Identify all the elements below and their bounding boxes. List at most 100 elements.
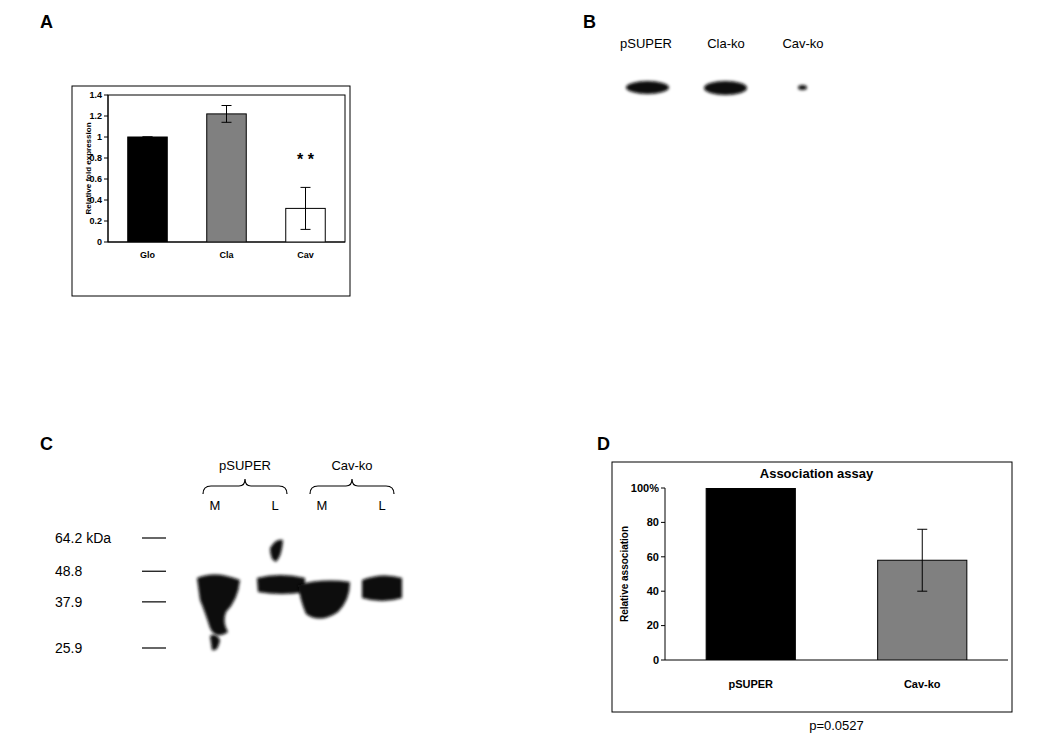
group-brace (203, 479, 287, 494)
plot-frame (108, 95, 345, 242)
band (704, 81, 747, 95)
y-tick (104, 116, 108, 117)
band (626, 81, 669, 94)
y-tick-label: 80 (647, 516, 659, 528)
error-stem (305, 187, 306, 229)
lane-label: M (210, 498, 221, 513)
bars (128, 106, 326, 243)
y-tick-label: 0.2 (89, 216, 102, 226)
y-tick-label: 100% (631, 482, 659, 494)
y-tick-label: 0 (653, 654, 659, 666)
band (197, 574, 240, 635)
group-brace (310, 479, 394, 494)
error-cap (143, 137, 153, 138)
bars (706, 488, 967, 660)
blot-c: C M L M LpSUPER Cav-ko 64.2 kDa 48.8 37.9 25.9 (40, 434, 402, 656)
y-tick (661, 556, 665, 557)
y-tick (104, 158, 108, 159)
marker-tick (142, 571, 166, 572)
panel-label: D (597, 434, 610, 454)
lane-label: L (271, 498, 278, 513)
error-bar (301, 187, 311, 229)
lane-label: L (378, 498, 385, 513)
band (362, 575, 402, 601)
marker-label: 48.8 (55, 563, 82, 579)
y-tick (104, 221, 108, 222)
figure: A00.20.40.60.811.21.4Relative fold expre… (0, 0, 1050, 738)
error-cap (222, 122, 232, 123)
error-cap (746, 488, 756, 489)
band (798, 85, 807, 90)
y-tick (661, 660, 665, 661)
y-axis-label: Relative fold expression (84, 122, 93, 214)
error-bar (917, 529, 927, 591)
p-value: p=0.0527 (809, 718, 864, 733)
y-tick-label: 60 (647, 551, 659, 563)
error-cap (222, 105, 232, 106)
bar (128, 137, 168, 242)
chart-title: Association assay (760, 466, 874, 481)
error-cap (746, 488, 756, 489)
bar (706, 488, 795, 660)
y-tick (104, 242, 108, 243)
error-cap (301, 187, 311, 188)
error-cap (917, 591, 927, 592)
y-tick (104, 179, 108, 180)
y-tick (104, 200, 108, 201)
panel-label: A (40, 12, 53, 32)
chart-border (612, 462, 1012, 712)
chart-border (72, 86, 350, 296)
marker-label: 64.2 kDa (55, 530, 111, 546)
y-tick (104, 137, 108, 138)
y-tick-label: 0 (97, 237, 102, 247)
error-cap (143, 137, 153, 138)
y-tick-label: 20 (647, 619, 659, 631)
y-tick (661, 625, 665, 626)
marker-tick (142, 537, 166, 538)
y-tick (104, 95, 108, 96)
band (298, 581, 350, 619)
group-label: Cav-ko (331, 458, 372, 473)
chart-a: A00.20.40.60.811.21.4Relative fold expre… (40, 12, 350, 296)
y-tick-label: 1.4 (89, 90, 102, 100)
x-tick-label: Cav-ko (904, 678, 941, 690)
marker-tick (142, 647, 166, 648)
blot-b: BpSUPER Cla-ko Cav-ko (583, 12, 824, 95)
lane-label: Cla-ko (707, 36, 745, 51)
lane-label: pSUPER (620, 36, 672, 51)
band (257, 575, 305, 594)
y-tick-label: 1 (97, 132, 102, 142)
y-tick-label: 40 (647, 585, 659, 597)
lane-label: M (317, 498, 328, 513)
y-tick-label: 1.2 (89, 111, 102, 121)
error-stem (922, 529, 923, 591)
marker-label: 37.9 (55, 594, 82, 610)
x-tick-label: Cav (297, 250, 314, 260)
y-tick (661, 488, 665, 489)
y-axis (108, 95, 109, 242)
error-bar (143, 137, 153, 138)
error-bar (746, 488, 756, 489)
lane-label: Cav-ko (782, 36, 823, 51)
marker-label: 25.9 (55, 640, 82, 656)
y-tick (661, 591, 665, 592)
panel-label: B (583, 12, 596, 32)
group-label: pSUPER (219, 458, 271, 473)
marker-tick (142, 601, 166, 602)
error-cap (301, 229, 311, 230)
x-tick-label: pSUPER (728, 678, 773, 690)
background (0, 0, 1050, 738)
error-stem (226, 106, 227, 123)
band (270, 540, 283, 562)
error-cap (917, 529, 927, 530)
y-axis (665, 488, 666, 660)
chart-d: D 0 20 40 60 80 100% Relative association Associ… (597, 434, 1012, 733)
x-tick-label: Glo (140, 250, 156, 260)
x-tick-label: Cla (219, 250, 234, 260)
significance: * * (297, 151, 315, 168)
y-axis-label: Relative association (619, 526, 630, 622)
error-bar (222, 106, 232, 123)
y-tick (661, 522, 665, 523)
panel-label: C (40, 434, 53, 454)
band (210, 635, 220, 651)
